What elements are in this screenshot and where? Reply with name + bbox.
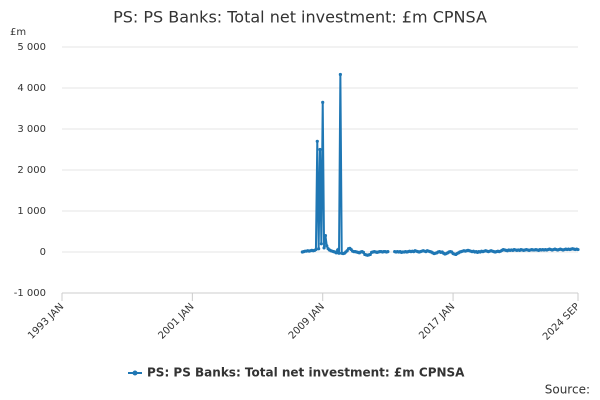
y-unit: £m (10, 27, 26, 38)
data-point (322, 246, 326, 250)
data-point (337, 251, 341, 255)
x-tick-label: 2024 SEP (541, 301, 582, 342)
data-point (315, 139, 319, 143)
y-tick-label: -1 000 (14, 288, 46, 299)
x-tick-label: 2017 JAN (417, 301, 457, 341)
data-point (334, 251, 338, 255)
data-point (317, 247, 321, 251)
legend-marker (132, 370, 138, 376)
chart-title: PS: PS Banks: Total net investment: £m C… (113, 8, 487, 27)
data-point (325, 244, 329, 248)
data-point (314, 247, 318, 252)
data-point (323, 234, 328, 238)
data-point (338, 72, 342, 77)
data-point (576, 247, 580, 252)
y-tick-label: 0 (40, 247, 46, 258)
legend-label: PS: PS Banks: Total net investment: £m C… (147, 366, 465, 380)
x-tick-label: 2009 JAN (287, 301, 327, 341)
data-point (386, 249, 390, 254)
y-tick-label: 5 000 (17, 42, 46, 53)
x-tick-label: 1993 JAN (26, 301, 66, 341)
data-point (319, 242, 323, 246)
data-point (336, 248, 340, 252)
source: Source: (545, 383, 590, 397)
x-tick-label: 2001 JAN (156, 301, 196, 341)
y-tick-label: 3 000 (17, 124, 46, 135)
data-point (321, 100, 325, 104)
series-line (302, 74, 389, 257)
y-tick-label: 2 000 (17, 165, 46, 176)
y-tick-label: 4 000 (17, 83, 46, 94)
data-point (318, 147, 322, 152)
y-tick-label: 1 000 (17, 206, 46, 217)
